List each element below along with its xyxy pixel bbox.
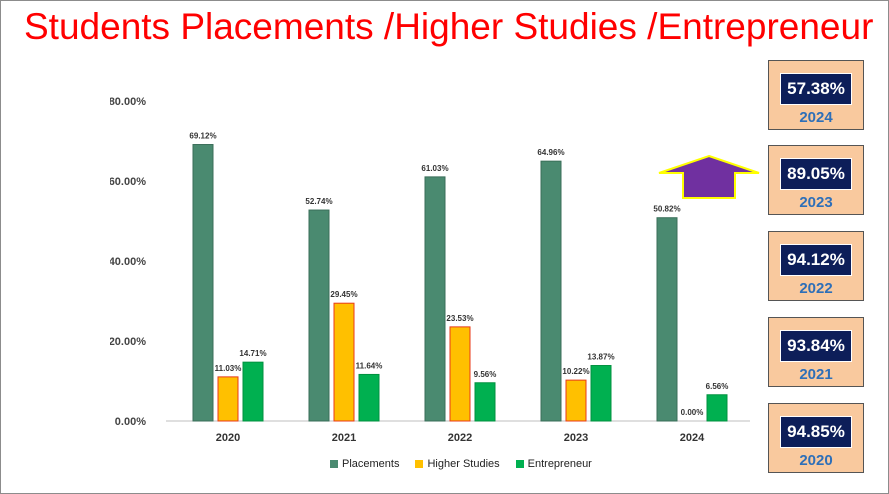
data-label: 9.56% [474,370,497,379]
summary-card-percent: 94.12% [780,244,852,276]
bar-higher-studies [333,302,355,422]
y-tick-label: 40.00% [110,256,146,268]
legend-label-entrepreneur: Entrepreneur [527,458,592,470]
summary-card-percent: 89.05% [780,158,852,190]
x-tick-label: 2021 [332,432,356,444]
data-label: 13.87% [587,353,614,362]
summary-card-percent: 93.84% [780,330,852,362]
bar-placements [308,209,330,422]
bar-placements [656,217,678,422]
data-label: 69.12% [189,132,216,141]
data-label: 11.64% [356,361,383,370]
y-tick-label: 80.00% [110,96,146,108]
legend-item-higher-studies: Higher Studies [415,458,500,470]
legend-swatch-higher-studies [415,460,424,468]
data-label: 0.00% [681,408,704,417]
data-label: 11.03% [215,364,242,373]
data-label: 6.56% [706,382,729,391]
legend-label-placements: Placements [342,458,400,470]
bar-placements [192,144,214,422]
data-label: 10.22% [562,367,589,376]
x-tick-label: 2023 [564,432,588,444]
legend-item-entrepreneur: Entrepreneur [515,458,592,470]
data-label: 29.45% [330,290,357,299]
data-label: 50.82% [653,205,680,214]
summary-card-2020: 94.85% 2020 [768,403,864,473]
data-label: 61.03% [421,164,448,173]
bar-entrepreneur [358,373,380,422]
y-tick-label: 20.00% [110,336,146,348]
summary-card-year: 2021 [799,366,833,383]
bar-higher-studies [217,376,239,422]
x-tick-label: 2020 [216,432,240,444]
legend-swatch-placements [330,460,338,468]
chart-canvas: 0.00% 20.00% 40.00% 60.00% 80.00% 69.12% 11.03… [109,96,750,444]
x-tick-label: 2024 [680,432,705,444]
bar-entrepreneur [474,382,496,422]
bar-higher-studies [565,379,587,422]
data-label: 14.71% [239,349,266,358]
data-label: 64.96% [537,148,564,157]
bar-placements [540,160,562,422]
data-label: 52.74% [305,197,332,206]
y-tick-label: 60.00% [110,176,146,188]
summary-card-percent: 94.85% [780,416,852,448]
summary-card-year: 2022 [799,280,833,297]
data-label: 23.53% [446,314,473,323]
chart-legend: Placements Higher Studies Entrepreneur [330,458,592,470]
y-tick-label: 0.00% [115,416,146,428]
legend-swatch-entrepreneur [515,460,524,468]
bar-higher-studies [449,326,471,422]
summary-card-2024: 57.38% 2024 [768,60,864,130]
summary-card-year: 2023 [799,194,833,211]
legend-label-higher-studies: Higher Studies [427,458,500,470]
bar-entrepreneur [242,361,264,422]
summary-card-year: 2020 [799,452,833,469]
summary-card-2023: 89.05% 2023 [768,145,864,215]
bar-entrepreneur [706,394,728,422]
summary-card-2022: 94.12% 2022 [768,231,864,301]
bar-placements [424,176,446,422]
bar-chart: 0.00% 20.00% 40.00% 60.00% 80.00% 69.12% 11.03… [109,90,760,480]
x-tick-label: 2022 [448,432,472,444]
legend-item-placements: Placements [330,458,399,470]
summary-card-percent: 57.38% [780,73,852,105]
bar-entrepreneur [590,365,612,422]
up-arrow-icon [658,154,760,199]
summary-card-2021: 93.84% 2021 [768,317,864,387]
slide-title: Students Placements /Higher Studies /Ent… [24,6,874,47]
summary-card-year: 2024 [799,109,833,126]
